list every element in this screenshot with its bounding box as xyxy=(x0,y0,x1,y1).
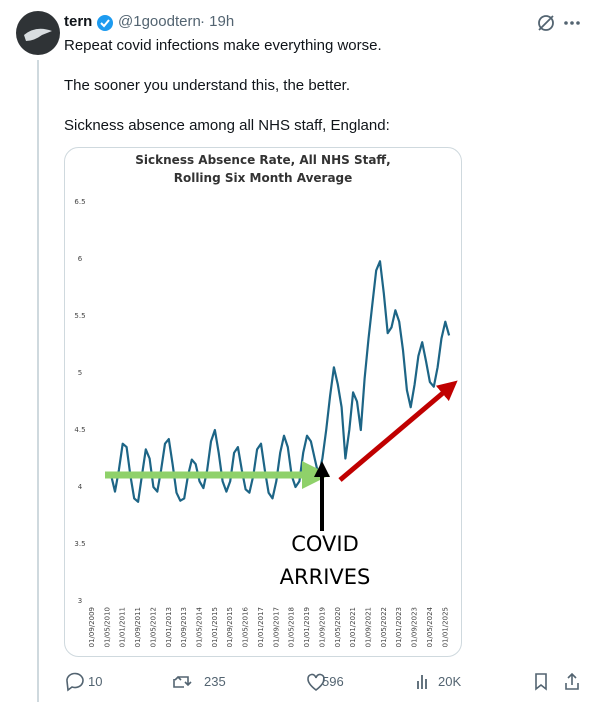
x-tick-label: 01/01/2019 xyxy=(303,607,311,647)
data-line xyxy=(110,260,451,503)
y-tick-label: 5 xyxy=(78,369,82,377)
x-tick-label: 01/01/2021 xyxy=(349,607,357,647)
x-tick-label: 01/09/2013 xyxy=(180,607,188,647)
x-tick-label: 01/09/2021 xyxy=(364,607,372,647)
timestamp[interactable]: · 19h xyxy=(200,13,235,30)
x-tick-label: 01/05/2010 xyxy=(103,607,111,647)
chart-title: Sickness Absence Rate, All NHS Staff, xyxy=(135,153,390,167)
red-arrow xyxy=(338,380,458,482)
like-count[interactable]: 596 xyxy=(322,674,344,689)
x-tick-label: 01/05/2020 xyxy=(334,607,342,647)
x-tick-label: 01/09/2019 xyxy=(318,607,326,647)
handle[interactable]: @1goodtern xyxy=(118,13,201,30)
x-tick-label: 01/05/2024 xyxy=(426,606,434,647)
author-name[interactable]: tern xyxy=(64,13,93,30)
x-tick-label: 01/05/2016 xyxy=(242,606,250,647)
x-tick-label: 01/01/2023 xyxy=(395,607,403,647)
x-tick-label: 01/09/2011 xyxy=(134,607,142,647)
annotation: ARRIVES xyxy=(280,565,371,589)
x-tick-label: 01/01/2013 xyxy=(165,607,173,647)
tweet-text: The sooner you understand this, the bett… xyxy=(64,77,351,94)
x-tick-label: 01/05/2014 xyxy=(196,606,204,647)
y-tick-label: 4.5 xyxy=(74,426,85,434)
y-tick-label: 5.5 xyxy=(74,312,85,320)
x-tick-label: 01/09/2009 xyxy=(88,607,96,647)
chart-title: Rolling Six Month Average xyxy=(174,171,353,185)
y-tick-label: 4 xyxy=(78,483,83,491)
top-icons[interactable] xyxy=(536,12,586,34)
y-tick-label: 3.5 xyxy=(74,540,85,548)
x-tick-label: 01/01/2011 xyxy=(119,607,127,647)
x-tick-label: 01/01/2017 xyxy=(257,607,265,647)
x-tick-label: 01/09/2017 xyxy=(272,607,280,647)
y-tick-label: 3 xyxy=(78,597,82,605)
x-tick-label: 01/09/2015 xyxy=(226,607,234,647)
x-tick-label: 01/05/2012 xyxy=(149,607,157,647)
x-tick-label: 01/05/2022 xyxy=(380,607,388,647)
x-tick-label: 01/09/2023 xyxy=(411,607,419,647)
view-count[interactable]: 20K xyxy=(438,674,462,689)
chart[interactable]: Sickness Absence Rate, All NHS Staff, Ro… xyxy=(64,147,462,657)
x-tick-label: 01/01/2025 xyxy=(441,607,449,647)
repost-count[interactable]: 235 xyxy=(204,674,226,689)
avatar[interactable] xyxy=(16,11,60,55)
verified-badge xyxy=(97,15,113,31)
y-tick-label: 6 xyxy=(78,255,83,263)
x-tick-label: 01/01/2015 xyxy=(211,607,219,647)
image-frame xyxy=(64,147,462,657)
reply-count[interactable]: 10 xyxy=(88,674,103,689)
action-icons[interactable] xyxy=(64,671,584,693)
tweet-text: Sickness absence among all NHS staff, En… xyxy=(64,117,390,134)
thread-line xyxy=(37,60,39,702)
tweet-text: Repeat covid infections make everything … xyxy=(64,37,382,54)
annotation: COVID xyxy=(291,532,359,556)
y-tick-label: 6.5 xyxy=(74,198,85,206)
x-tick-label: 01/05/2018 xyxy=(288,607,296,647)
